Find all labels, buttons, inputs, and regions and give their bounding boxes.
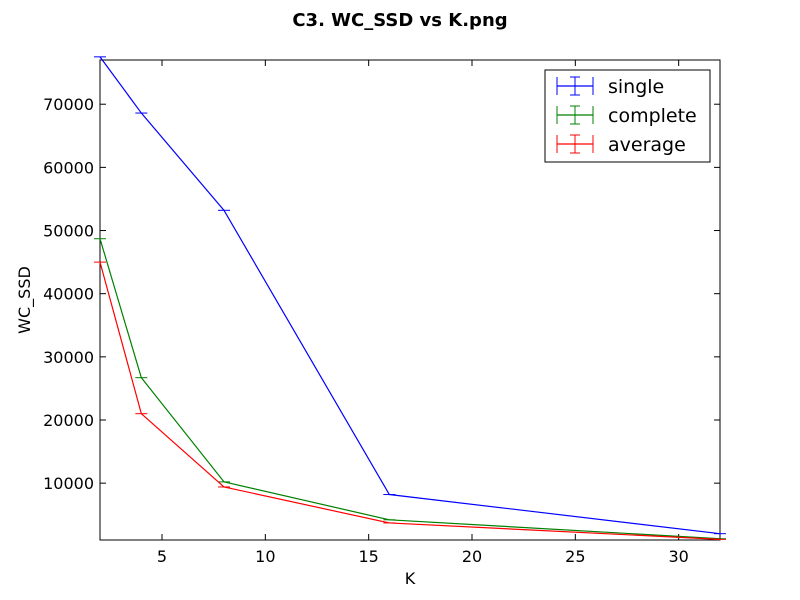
x-axis-label: K — [405, 569, 416, 588]
legend-label-average: average — [608, 134, 686, 156]
y-tick-label: 70000 — [43, 95, 94, 114]
x-tick-label: 10 — [255, 547, 275, 566]
y-tick-label: 40000 — [43, 285, 94, 304]
legend-box — [544, 69, 711, 163]
legend-label-single: single — [608, 76, 664, 98]
x-tick-label: 15 — [358, 547, 378, 566]
x-tick-label: 30 — [668, 547, 688, 566]
y-axis-label: WC_SSD — [15, 266, 35, 334]
x-tick-label: 5 — [157, 547, 167, 566]
axis-ticks: 5 10 15 20 25 30 10000 20000 30000 40000 50000 6000… — [43, 60, 720, 566]
legend: single complete average — [544, 69, 711, 163]
chart-title: C3. WC_SSD vs K.png — [292, 10, 507, 31]
series-layer — [94, 56, 726, 540]
y-tick-label: 30000 — [43, 348, 94, 367]
y-tick-label: 50000 — [43, 222, 94, 241]
x-tick-label: 20 — [462, 547, 482, 566]
y-tick-label: 10000 — [43, 474, 94, 493]
x-tick-label: 25 — [565, 547, 585, 566]
y-tick-label: 60000 — [43, 158, 94, 177]
legend-label-complete: complete — [608, 105, 697, 127]
y-tick-label: 20000 — [43, 411, 94, 430]
